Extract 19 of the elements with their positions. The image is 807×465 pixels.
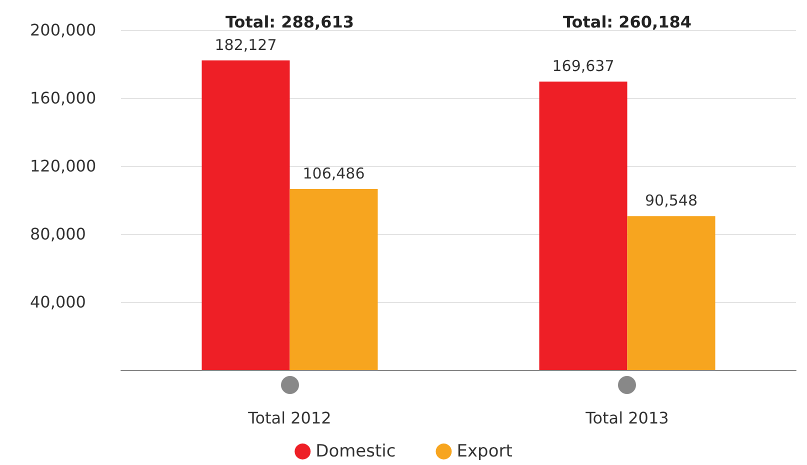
y-tick-label: 120,000 [30, 156, 96, 176]
y-tick-label: 80,000 [30, 224, 86, 244]
x-tick-label: Total 2012 [247, 408, 332, 428]
bar [202, 60, 290, 370]
data-label: 90,548 [645, 192, 698, 210]
legend-label: Export [456, 442, 513, 462]
y-tick-label: 200,000 [30, 20, 96, 40]
total-label: Total: 288,613 [225, 12, 354, 32]
bar [539, 82, 628, 370]
total-label: Total: 260,184 [562, 12, 692, 32]
x-tick-label: Total 2013 [584, 408, 669, 428]
legend-label: Domestic [316, 442, 396, 462]
bar [290, 188, 378, 370]
data-label: 182,127 [214, 36, 277, 54]
data-label: 106,486 [302, 164, 365, 182]
bar [627, 216, 716, 370]
y-tick-label: 40,000 [30, 292, 86, 312]
data-label: 169,637 [552, 57, 614, 76]
y-tick-label: 160,000 [30, 88, 96, 108]
